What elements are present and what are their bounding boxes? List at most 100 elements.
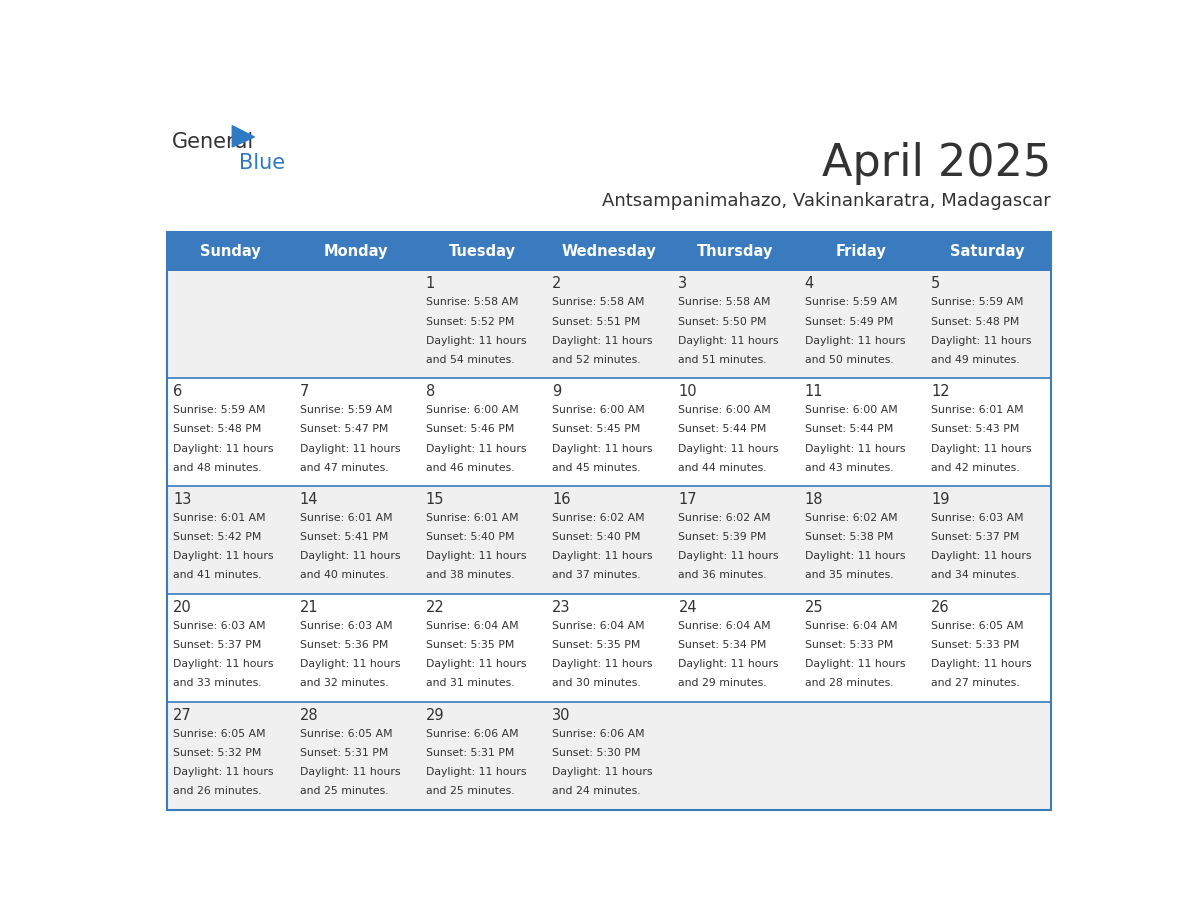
Text: and 34 minutes.: and 34 minutes. xyxy=(931,570,1019,580)
Text: Daylight: 11 hours: Daylight: 11 hours xyxy=(425,443,526,453)
Text: Daylight: 11 hours: Daylight: 11 hours xyxy=(173,443,274,453)
Polygon shape xyxy=(233,126,254,147)
Text: Daylight: 11 hours: Daylight: 11 hours xyxy=(552,659,652,669)
Text: April 2025: April 2025 xyxy=(822,141,1051,185)
Text: Sunrise: 5:58 AM: Sunrise: 5:58 AM xyxy=(425,297,518,308)
Text: Sunset: 5:32 PM: Sunset: 5:32 PM xyxy=(173,748,261,758)
Text: and 49 minutes.: and 49 minutes. xyxy=(931,354,1019,364)
Text: 12: 12 xyxy=(931,384,949,399)
Text: Friday: Friday xyxy=(836,243,886,259)
Bar xyxy=(166,271,293,378)
Text: Sunset: 5:40 PM: Sunset: 5:40 PM xyxy=(552,532,640,543)
Text: Sunday: Sunday xyxy=(200,243,260,259)
Bar xyxy=(545,378,672,487)
Text: Daylight: 11 hours: Daylight: 11 hours xyxy=(299,552,400,562)
Text: and 36 minutes.: and 36 minutes. xyxy=(678,570,767,580)
Bar xyxy=(293,487,419,594)
Text: Sunset: 5:41 PM: Sunset: 5:41 PM xyxy=(299,532,388,543)
Text: Sunset: 5:39 PM: Sunset: 5:39 PM xyxy=(678,532,766,543)
Text: Sunrise: 6:02 AM: Sunrise: 6:02 AM xyxy=(552,513,645,523)
Bar xyxy=(672,231,798,271)
Text: 13: 13 xyxy=(173,492,191,507)
Text: Thursday: Thursday xyxy=(697,243,773,259)
Text: and 26 minutes.: and 26 minutes. xyxy=(173,786,263,796)
Text: 1: 1 xyxy=(425,276,435,291)
Text: Sunrise: 5:58 AM: Sunrise: 5:58 AM xyxy=(678,297,771,308)
Text: Sunset: 5:52 PM: Sunset: 5:52 PM xyxy=(425,317,514,327)
Bar xyxy=(545,487,672,594)
Text: and 31 minutes.: and 31 minutes. xyxy=(425,678,514,688)
Text: Daylight: 11 hours: Daylight: 11 hours xyxy=(299,659,400,669)
Text: 30: 30 xyxy=(552,708,570,722)
Text: 3: 3 xyxy=(678,276,688,291)
Text: Sunset: 5:47 PM: Sunset: 5:47 PM xyxy=(299,424,388,434)
Text: Daylight: 11 hours: Daylight: 11 hours xyxy=(552,552,652,562)
Text: and 38 minutes.: and 38 minutes. xyxy=(425,570,514,580)
Text: 28: 28 xyxy=(299,708,318,722)
Text: and 27 minutes.: and 27 minutes. xyxy=(931,678,1019,688)
Bar xyxy=(924,487,1051,594)
Text: and 41 minutes.: and 41 minutes. xyxy=(173,570,263,580)
Text: Sunset: 5:48 PM: Sunset: 5:48 PM xyxy=(173,424,261,434)
Bar xyxy=(166,594,293,702)
Text: Sunrise: 6:00 AM: Sunrise: 6:00 AM xyxy=(425,406,519,415)
Bar xyxy=(672,487,798,594)
Text: Daylight: 11 hours: Daylight: 11 hours xyxy=(173,767,274,778)
Text: Sunset: 5:34 PM: Sunset: 5:34 PM xyxy=(678,640,766,650)
Text: Sunrise: 6:05 AM: Sunrise: 6:05 AM xyxy=(931,621,1024,631)
Bar xyxy=(798,231,924,271)
Text: Daylight: 11 hours: Daylight: 11 hours xyxy=(425,552,526,562)
Text: and 44 minutes.: and 44 minutes. xyxy=(678,463,767,473)
Bar xyxy=(166,702,293,810)
Text: Sunset: 5:37 PM: Sunset: 5:37 PM xyxy=(931,532,1019,543)
Text: Daylight: 11 hours: Daylight: 11 hours xyxy=(931,659,1031,669)
Text: Sunset: 5:43 PM: Sunset: 5:43 PM xyxy=(931,424,1019,434)
Text: and 28 minutes.: and 28 minutes. xyxy=(804,678,893,688)
Text: 20: 20 xyxy=(173,599,192,615)
Text: Wednesday: Wednesday xyxy=(562,243,656,259)
Text: and 45 minutes.: and 45 minutes. xyxy=(552,463,640,473)
Text: 15: 15 xyxy=(425,492,444,507)
Text: Sunrise: 6:05 AM: Sunrise: 6:05 AM xyxy=(299,729,392,739)
Bar xyxy=(419,487,545,594)
Text: Sunset: 5:38 PM: Sunset: 5:38 PM xyxy=(804,532,893,543)
Text: Sunrise: 6:03 AM: Sunrise: 6:03 AM xyxy=(173,621,266,631)
Text: and 54 minutes.: and 54 minutes. xyxy=(425,354,514,364)
Text: 7: 7 xyxy=(299,384,309,399)
Text: and 29 minutes.: and 29 minutes. xyxy=(678,678,767,688)
Text: 27: 27 xyxy=(173,708,192,722)
Text: Sunrise: 5:58 AM: Sunrise: 5:58 AM xyxy=(552,297,645,308)
Text: Sunset: 5:44 PM: Sunset: 5:44 PM xyxy=(804,424,893,434)
Text: Sunset: 5:51 PM: Sunset: 5:51 PM xyxy=(552,317,640,327)
Text: 23: 23 xyxy=(552,599,570,615)
Text: Sunset: 5:42 PM: Sunset: 5:42 PM xyxy=(173,532,261,543)
Bar xyxy=(924,271,1051,378)
Text: Daylight: 11 hours: Daylight: 11 hours xyxy=(678,336,779,346)
Bar xyxy=(924,702,1051,810)
Text: 21: 21 xyxy=(299,599,318,615)
Text: Sunset: 5:33 PM: Sunset: 5:33 PM xyxy=(931,640,1019,650)
Bar xyxy=(798,594,924,702)
Text: Daylight: 11 hours: Daylight: 11 hours xyxy=(931,443,1031,453)
Text: Daylight: 11 hours: Daylight: 11 hours xyxy=(678,443,779,453)
Bar xyxy=(293,378,419,487)
Text: and 33 minutes.: and 33 minutes. xyxy=(173,678,263,688)
Text: 5: 5 xyxy=(931,276,940,291)
Text: Tuesday: Tuesday xyxy=(449,243,516,259)
Text: 17: 17 xyxy=(678,492,697,507)
Bar xyxy=(293,702,419,810)
Bar xyxy=(672,378,798,487)
Text: Sunset: 5:31 PM: Sunset: 5:31 PM xyxy=(425,748,514,758)
Bar xyxy=(293,231,419,271)
Bar xyxy=(672,702,798,810)
Text: Daylight: 11 hours: Daylight: 11 hours xyxy=(804,443,905,453)
Text: Daylight: 11 hours: Daylight: 11 hours xyxy=(931,552,1031,562)
Bar xyxy=(545,231,672,271)
Text: and 48 minutes.: and 48 minutes. xyxy=(173,463,263,473)
Text: Sunrise: 6:00 AM: Sunrise: 6:00 AM xyxy=(552,406,645,415)
Text: 19: 19 xyxy=(931,492,949,507)
Text: 22: 22 xyxy=(425,599,444,615)
Bar xyxy=(924,594,1051,702)
Text: Sunrise: 6:01 AM: Sunrise: 6:01 AM xyxy=(425,513,518,523)
Text: and 37 minutes.: and 37 minutes. xyxy=(552,570,640,580)
